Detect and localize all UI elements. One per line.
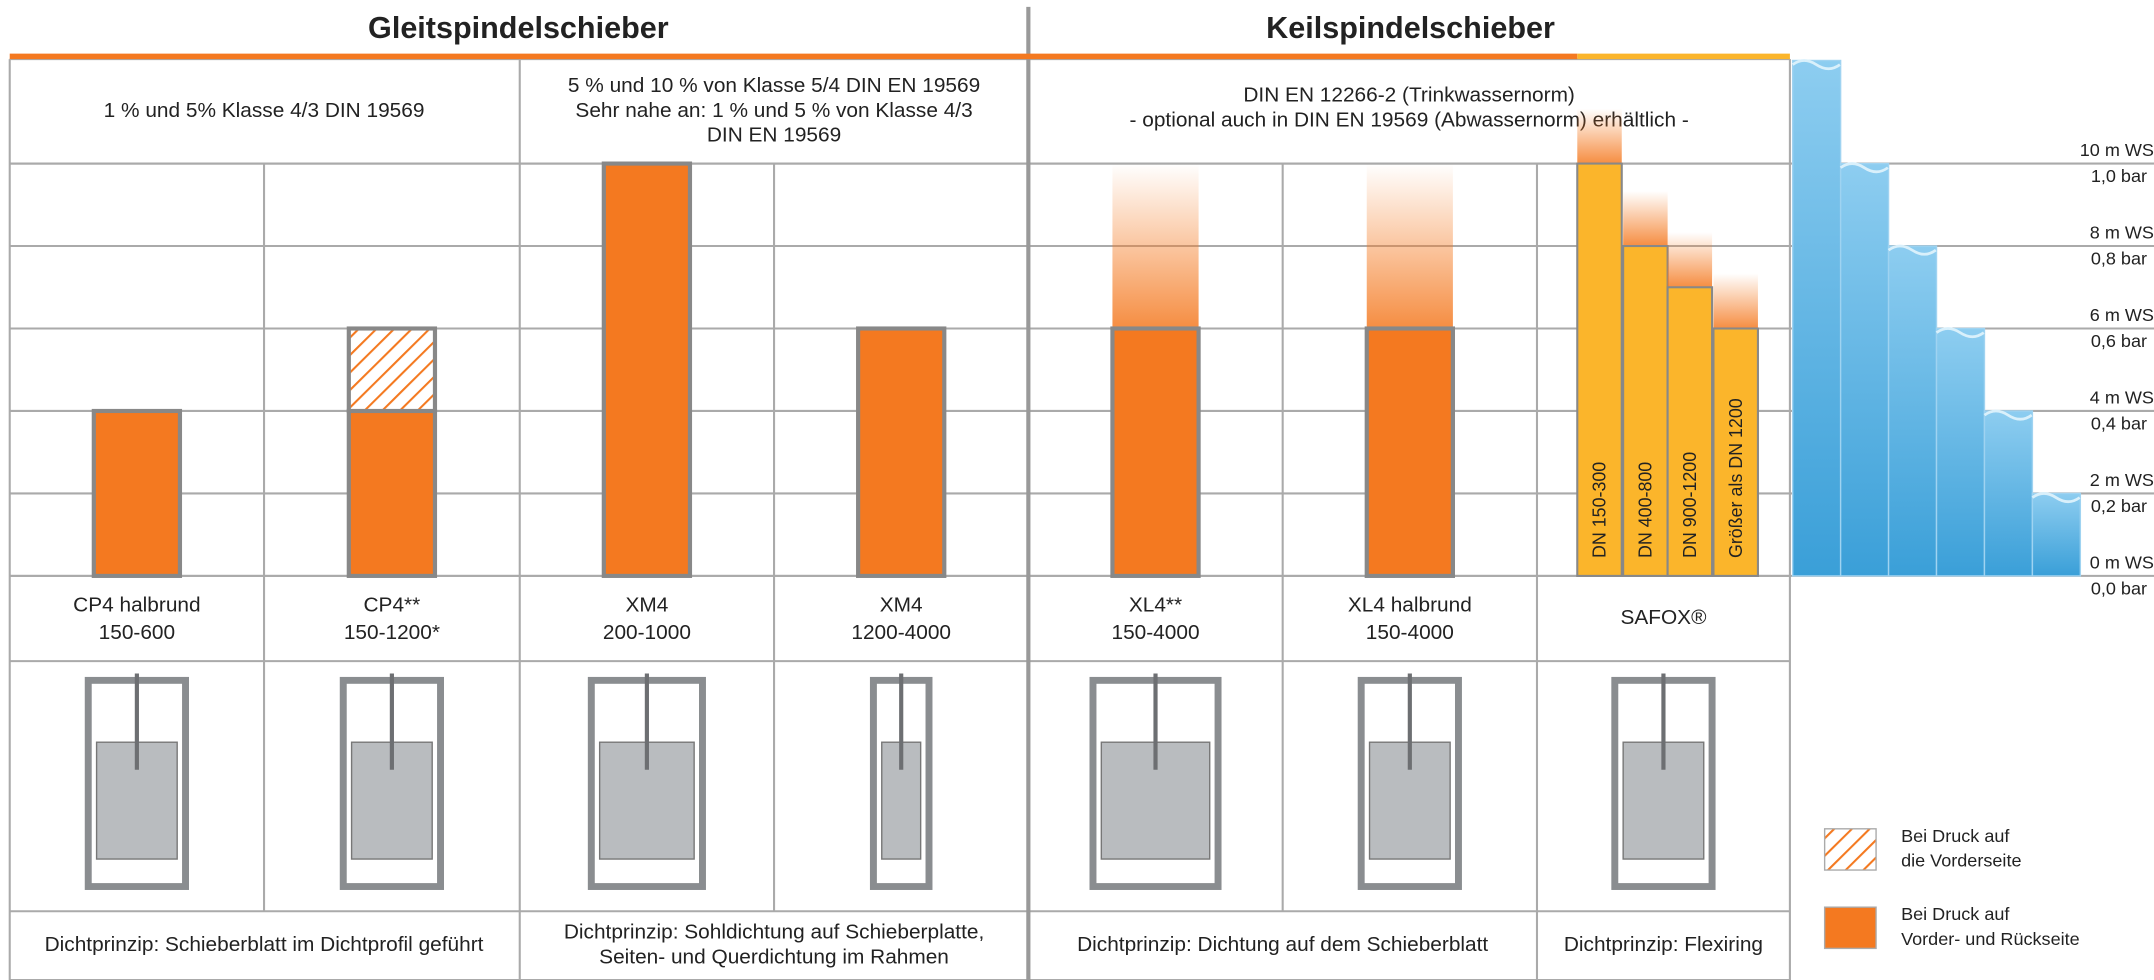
y-tick-label: 8 m WS — [2090, 222, 2154, 242]
chart: 0 m WS 2 m WS 4 m WS 6 m WS 8 m WS 10 m WS 0,0… — [0, 0, 2154, 980]
bar — [349, 328, 435, 410]
bar — [1112, 328, 1198, 575]
water-step — [1793, 60, 1841, 575]
category-label: XL4 halbrund — [1348, 594, 1472, 617]
group-title: Gleitspindelschieber — [368, 11, 669, 45]
bar — [1367, 328, 1453, 575]
footer-text: Dichtprinzip: Flexiring — [1564, 933, 1763, 956]
safox-label: DN 150-300 — [1590, 462, 1610, 558]
y2-tick-label: 0,0 bar — [2091, 578, 2147, 598]
product-image — [343, 673, 440, 886]
category-label: CP4 halbrund — [73, 594, 200, 617]
standard-text: DIN EN 19569 — [707, 124, 841, 147]
water-step — [1841, 164, 1889, 576]
legend-swatch — [1825, 829, 1876, 870]
bar — [604, 164, 690, 576]
safox-label: Größer als DN 1200 — [1726, 398, 1746, 558]
legend-swatch — [1825, 907, 1876, 948]
category-label: CP4** — [364, 594, 421, 617]
standard-text: 5 % und 10 % von Klasse 5/4 DIN EN 19569 — [568, 74, 980, 97]
product-image — [1361, 673, 1458, 886]
category-label: XL4** — [1129, 594, 1182, 617]
y-tick-label: 6 m WS — [2090, 305, 2154, 325]
footer-text: Dichtprinzip: Dichtung auf dem Schieberb… — [1077, 933, 1488, 956]
legend-text: Bei Druck auf — [1901, 904, 2010, 924]
bar — [349, 411, 435, 576]
product-image — [873, 673, 929, 886]
y-tick-label: 4 m WS — [2090, 387, 2154, 407]
category-label: XM4 — [880, 594, 923, 617]
range-label: 150-4000 — [1366, 621, 1454, 644]
range-fade — [1623, 191, 1667, 246]
range-fade — [1577, 109, 1621, 164]
product-image — [1093, 673, 1218, 886]
range-label: 1200-4000 — [851, 621, 951, 644]
water-step — [1937, 328, 1985, 575]
y2-tick-label: 1,0 bar — [2091, 166, 2147, 186]
y2-tick-label: 0,4 bar — [2091, 414, 2147, 434]
standard-text: DIN EN 12266-2 (Trinkwassernorm) — [1243, 84, 1574, 107]
y2-tick-label: 0,6 bar — [2091, 331, 2147, 351]
bar — [858, 328, 944, 575]
footer-text: Seiten- und Querdichtung im Rahmen — [599, 946, 949, 969]
y2-tick-label: 0,2 bar — [2091, 496, 2147, 516]
water-step — [2032, 493, 2080, 575]
group-title: Keilspindelschieber — [1266, 11, 1555, 45]
product-image — [88, 673, 185, 886]
water-step — [1889, 246, 1937, 576]
range-fade — [1713, 274, 1757, 329]
legend-text: Bei Druck auf — [1901, 826, 2010, 846]
category-label: SAFOX® — [1620, 606, 1706, 629]
y-tick-label: 2 m WS — [2090, 470, 2154, 490]
category-label: XM4 — [625, 594, 668, 617]
range-fade — [1112, 164, 1198, 329]
footer-text: Dichtprinzip: Sohldichtung auf Schieberp… — [564, 921, 984, 944]
product-image — [1615, 673, 1712, 886]
range-label: 200-1000 — [603, 621, 691, 644]
safox-label: DN 900-1200 — [1680, 452, 1700, 558]
range-label: 150-4000 — [1111, 621, 1199, 644]
range-fade — [1367, 164, 1453, 329]
footer-text: Dichtprinzip: Schieberblatt im Dichtprof… — [45, 933, 484, 956]
y-tick-label: 10 m WS — [2080, 140, 2154, 160]
range-fade — [1668, 232, 1712, 287]
bar — [94, 411, 180, 576]
y2-tick-label: 0,8 bar — [2091, 249, 2147, 269]
legend-text: Vorder- und Rückseite — [1901, 929, 2080, 949]
range-label: 150-1200* — [344, 621, 440, 644]
legend-text: die Vorderseite — [1901, 851, 2021, 871]
standard-text: 1 % und 5% Klasse 4/3 DIN 19569 — [104, 99, 425, 122]
water-step — [1984, 411, 2032, 576]
y-tick-label: 0 m WS — [2090, 552, 2154, 572]
product-image — [591, 673, 702, 886]
safox-label: DN 400-800 — [1635, 462, 1655, 558]
standard-text: Sehr nahe an: 1 % und 5 % von Klasse 4/3 — [575, 99, 972, 122]
range-label: 150-600 — [99, 621, 175, 644]
